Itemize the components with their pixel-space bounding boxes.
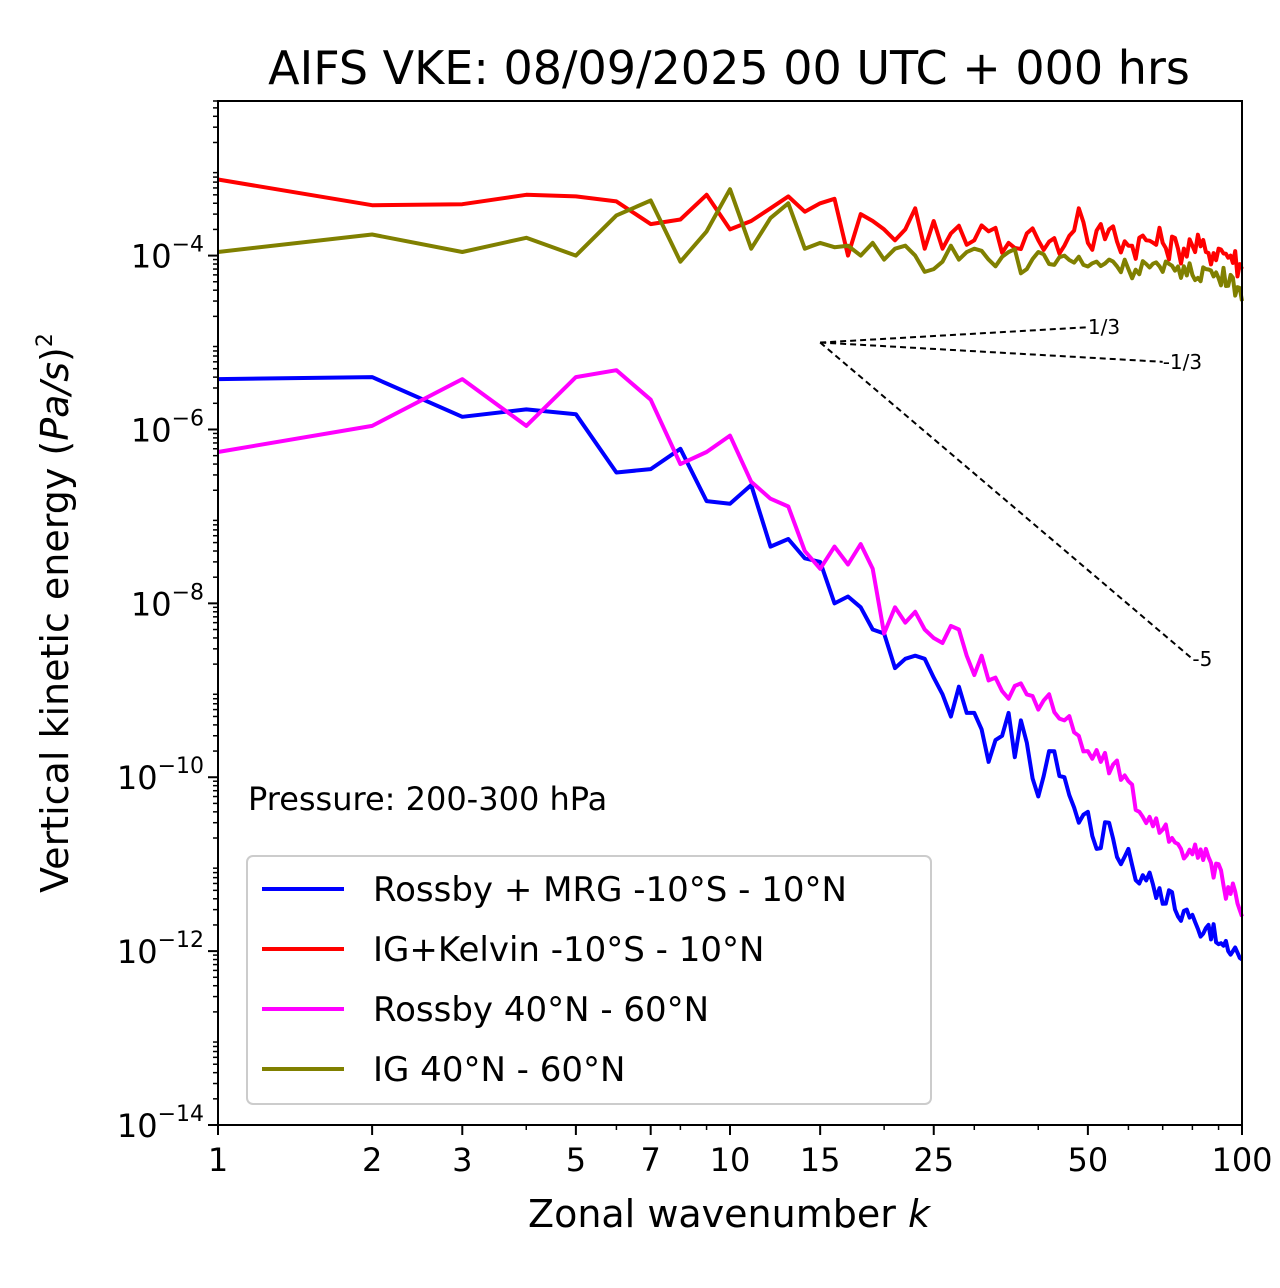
- y-tick-label: 10−14: [117, 1102, 204, 1145]
- y-axis-ticks: 10−4 10−6 10−8 10−10 10−12 10−14: [117, 100, 218, 1145]
- pressure-annotation: Pressure: 200-300 hPa: [248, 780, 607, 818]
- y-tick-label: 10−4: [131, 233, 204, 276]
- slope-label-2: -1/3: [1163, 350, 1202, 374]
- legend-items: Rossby + MRG -10°S - 10°N IG+Kelvin -10°S…: [262, 870, 847, 1090]
- x-tick-label: 100: [1211, 1141, 1272, 1179]
- x-tick-label: 50: [1068, 1141, 1109, 1179]
- y-tick-label: 10−10: [117, 754, 204, 797]
- x-tick-label: 5: [566, 1141, 586, 1179]
- y-tick-label: 10−12: [117, 928, 204, 971]
- legend-box: [246, 855, 932, 1105]
- legend: Rossby + MRG -10°S - 10°N IG+Kelvin -10°S…: [246, 855, 932, 1105]
- legend-label-3: Rossby 40°N - 60°N: [373, 990, 709, 1030]
- x-tick-label: 7: [641, 1141, 661, 1179]
- reference-slopes: 1/3 -1/3 -5: [819, 315, 1212, 671]
- y-tick-label: 10−8: [131, 580, 204, 623]
- legend-label-2: IG+Kelvin -10°S - 10°N: [373, 930, 764, 970]
- y-tick-label: 10−6: [131, 406, 204, 449]
- x-tick-label: 3: [452, 1141, 472, 1179]
- x-tick-label: 10: [710, 1141, 751, 1179]
- legend-label-4: IG 40°N - 60°N: [373, 1050, 625, 1090]
- series-layer: [217, 177, 1244, 962]
- x-axis-label: Zonal wavenumber k: [528, 1192, 932, 1236]
- x-tick-label: 1: [208, 1141, 228, 1179]
- x-tick-label: 2: [362, 1141, 382, 1179]
- slope-line-3: [819, 341, 1194, 660]
- y-axis-label: Vertical kinetic energy (Pa/s)2: [33, 333, 77, 893]
- x-tick-label: 15: [800, 1141, 841, 1179]
- x-axis-ticks: 1 2 3 5 7 10 15 25 50 100: [208, 1125, 1273, 1179]
- series-line-4: [217, 187, 1244, 302]
- x-tick-label: 25: [913, 1141, 954, 1179]
- slope-label-3: -5: [1192, 647, 1212, 671]
- series-line-3: [217, 368, 1244, 918]
- legend-label-1: Rossby + MRG -10°S - 10°N: [373, 870, 847, 910]
- series-line-1: [217, 375, 1244, 962]
- series-line-2: [217, 177, 1244, 279]
- slope-line-2: [820, 341, 1163, 363]
- plot-area: 1/3-1/3-5 1 2 3 5 7 10 15 25 50 100 10−410−610−81…: [117, 100, 1273, 1179]
- slope-line-1: [820, 326, 1088, 344]
- slope-label-1: 1/3: [1088, 315, 1120, 339]
- chart-title: AIFS VKE: 08/09/2025 00 UTC + 000 hrs: [268, 41, 1190, 95]
